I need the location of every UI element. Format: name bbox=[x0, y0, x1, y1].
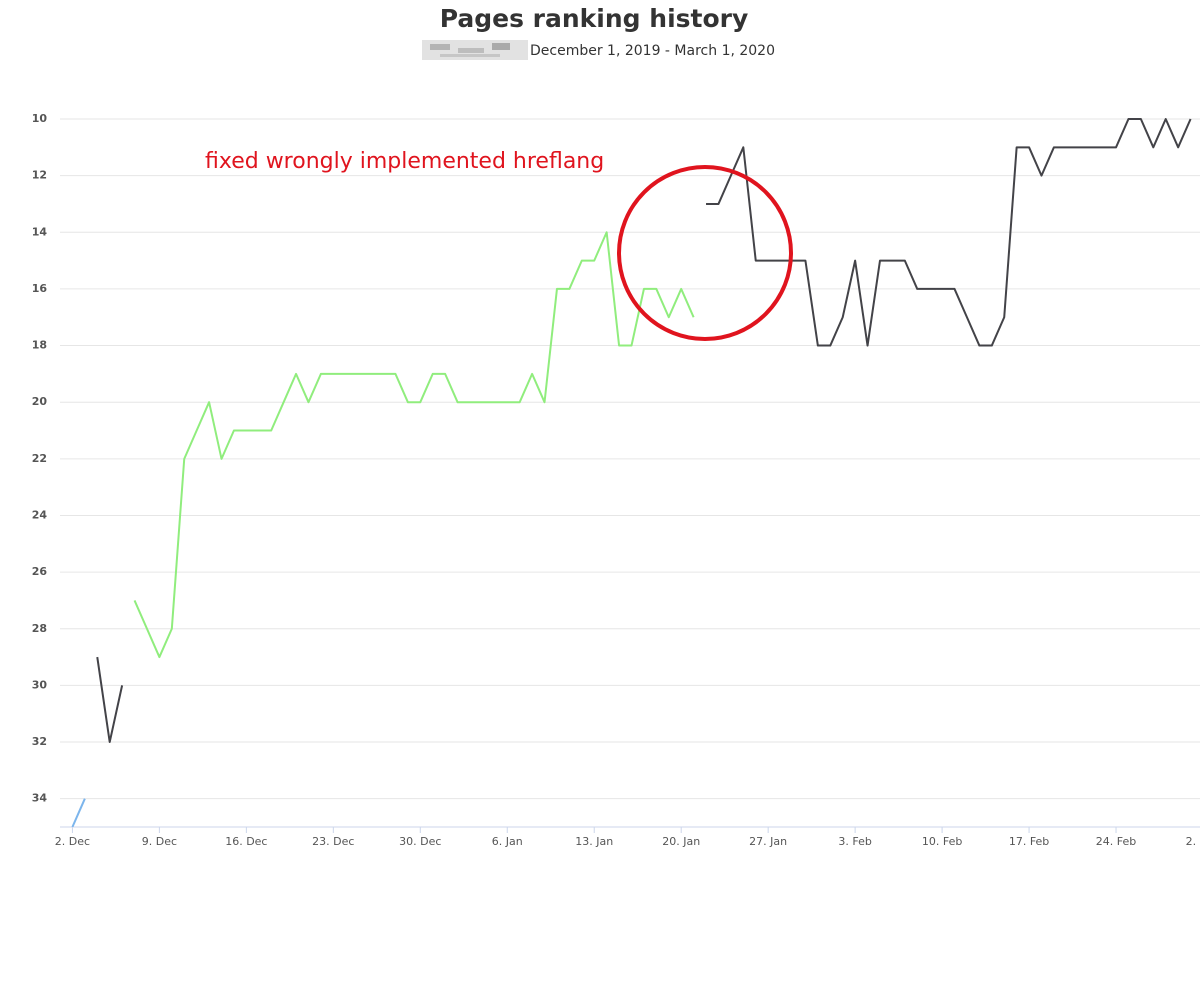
y-tick-label: 32 bbox=[32, 735, 47, 748]
x-tick-label: 23. Dec bbox=[312, 835, 354, 848]
y-tick-label: 30 bbox=[32, 678, 48, 691]
x-tick-label: 3. Feb bbox=[838, 835, 871, 848]
x-tick-label: 17. Feb bbox=[1009, 835, 1049, 848]
y-tick-label: 14 bbox=[32, 225, 48, 238]
chart-title: Pages ranking history bbox=[440, 4, 749, 33]
x-tick-label: 2. Mar bbox=[1186, 835, 1200, 848]
x-tick-label: 27. Jan bbox=[749, 835, 787, 848]
redacted-text bbox=[422, 40, 528, 60]
y-tick-label: 10 bbox=[32, 112, 48, 125]
y-tick-label: 34 bbox=[32, 792, 48, 805]
y-tick-label: 28 bbox=[32, 622, 47, 635]
x-tick-label: 16. Dec bbox=[225, 835, 267, 848]
highlight-circle bbox=[617, 165, 793, 341]
x-tick-label: 24. Feb bbox=[1096, 835, 1136, 848]
x-tick-label: 2. Dec bbox=[55, 835, 90, 848]
chart-subtitle: December 1, 2019 - March 1, 2020 bbox=[530, 43, 775, 59]
y-tick-label: 18 bbox=[32, 339, 47, 352]
x-tick-label: 30. Dec bbox=[399, 835, 441, 848]
y-tick-label: 24 bbox=[32, 508, 48, 521]
series-line bbox=[96, 118, 1192, 744]
series-line bbox=[133, 231, 695, 659]
x-tick-label: 6. Jan bbox=[492, 835, 523, 848]
annotation: fixed wrongly implemented hreflang bbox=[205, 149, 604, 174]
y-tick-label: 26 bbox=[32, 565, 48, 578]
y-tick-label: 16 bbox=[32, 282, 48, 295]
y-tick-label: 20 bbox=[32, 395, 48, 408]
x-tick-label: 9. Dec bbox=[142, 835, 177, 848]
y-tick-label: 12 bbox=[32, 169, 47, 182]
x-tick-label: 13. Jan bbox=[575, 835, 613, 848]
series-line bbox=[71, 798, 86, 827]
x-tick-label: 10. Feb bbox=[922, 835, 962, 848]
x-tick-label: 20. Jan bbox=[662, 835, 700, 848]
y-tick-label: 22 bbox=[32, 452, 47, 465]
